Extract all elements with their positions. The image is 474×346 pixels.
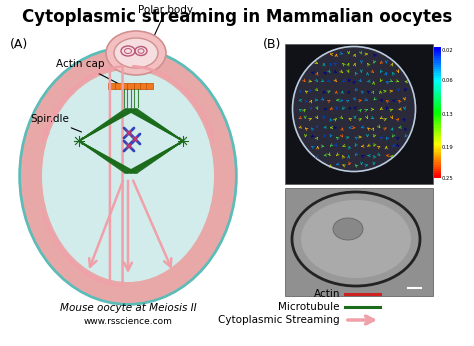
Ellipse shape	[292, 192, 420, 286]
Bar	[434, 54, 441, 56]
Bar	[434, 164, 441, 167]
Bar	[434, 145, 441, 148]
Bar	[434, 71, 441, 74]
Bar	[434, 175, 441, 178]
Ellipse shape	[42, 70, 214, 282]
Bar	[434, 93, 441, 95]
Bar	[434, 49, 441, 52]
Text: (A): (A)	[10, 38, 28, 51]
Bar	[434, 82, 441, 85]
Bar	[434, 67, 441, 70]
Ellipse shape	[114, 38, 158, 68]
Bar	[434, 158, 441, 161]
Bar	[434, 171, 441, 174]
Bar	[434, 104, 441, 107]
Bar	[434, 149, 441, 152]
Text: Actin cap: Actin cap	[56, 59, 120, 85]
Bar	[434, 97, 441, 100]
Bar	[121, 83, 128, 89]
Bar	[434, 134, 441, 137]
Text: Mouse oocyte at Meiosis II: Mouse oocyte at Meiosis II	[60, 303, 196, 313]
Bar	[434, 56, 441, 59]
Bar	[434, 169, 441, 172]
Bar	[434, 99, 441, 102]
Bar	[434, 154, 441, 156]
Text: 0.02: 0.02	[442, 47, 454, 53]
Bar	[434, 58, 441, 61]
Bar	[434, 156, 441, 158]
Bar	[434, 123, 441, 126]
Ellipse shape	[21, 49, 235, 303]
Bar	[434, 106, 441, 109]
Bar	[434, 84, 441, 87]
Bar	[140, 83, 147, 89]
Bar	[434, 61, 441, 63]
Bar	[434, 52, 441, 54]
Bar	[434, 75, 441, 78]
Text: Cytoplasmic Streaming: Cytoplasmic Streaming	[219, 315, 340, 325]
Bar	[434, 47, 441, 50]
Bar	[434, 152, 441, 154]
Bar	[434, 115, 441, 117]
Ellipse shape	[106, 31, 166, 75]
Bar	[434, 78, 441, 80]
Bar	[434, 147, 441, 150]
Text: (B): (B)	[263, 38, 282, 51]
Bar	[434, 112, 441, 115]
Text: Polar body: Polar body	[138, 5, 193, 43]
Bar	[434, 95, 441, 98]
Bar	[285, 44, 433, 184]
Bar	[434, 119, 441, 121]
Bar	[434, 121, 441, 124]
Bar	[434, 128, 441, 130]
Ellipse shape	[20, 48, 236, 304]
Text: 0.19: 0.19	[442, 145, 454, 150]
Bar	[285, 188, 433, 296]
Bar	[434, 173, 441, 176]
Bar	[434, 65, 441, 67]
Bar	[434, 91, 441, 93]
Bar	[115, 83, 122, 89]
Ellipse shape	[333, 218, 363, 240]
Bar	[434, 73, 441, 76]
Text: www.rsscience.com: www.rsscience.com	[83, 317, 173, 326]
Bar	[434, 110, 441, 113]
Bar	[434, 160, 441, 163]
Bar	[434, 162, 441, 165]
Bar	[434, 126, 441, 128]
Bar	[434, 167, 441, 169]
Bar	[134, 83, 141, 89]
Text: Actin: Actin	[313, 289, 340, 299]
Ellipse shape	[301, 200, 411, 278]
Bar	[434, 86, 441, 89]
Bar	[434, 102, 441, 104]
Bar	[434, 136, 441, 139]
Bar	[434, 80, 441, 83]
Text: Microtubule: Microtubule	[279, 302, 340, 312]
Bar	[434, 69, 441, 72]
Text: Cytoplasmic streaming in Mammalian oocytes: Cytoplasmic streaming in Mammalian oocyt…	[22, 8, 452, 26]
Text: 0.06: 0.06	[442, 78, 454, 83]
Bar	[434, 89, 441, 91]
Bar	[434, 132, 441, 135]
Text: Spindle: Spindle	[30, 114, 82, 132]
Bar	[434, 63, 441, 65]
Bar	[146, 83, 154, 89]
Bar	[128, 83, 135, 89]
Bar	[434, 117, 441, 119]
Bar	[434, 141, 441, 143]
Bar	[434, 138, 441, 141]
Ellipse shape	[292, 46, 416, 172]
Text: 0.13: 0.13	[442, 111, 454, 117]
Bar	[434, 143, 441, 145]
Bar	[434, 130, 441, 133]
Bar	[109, 83, 116, 89]
Text: 0.25: 0.25	[442, 175, 454, 181]
Bar	[434, 108, 441, 111]
